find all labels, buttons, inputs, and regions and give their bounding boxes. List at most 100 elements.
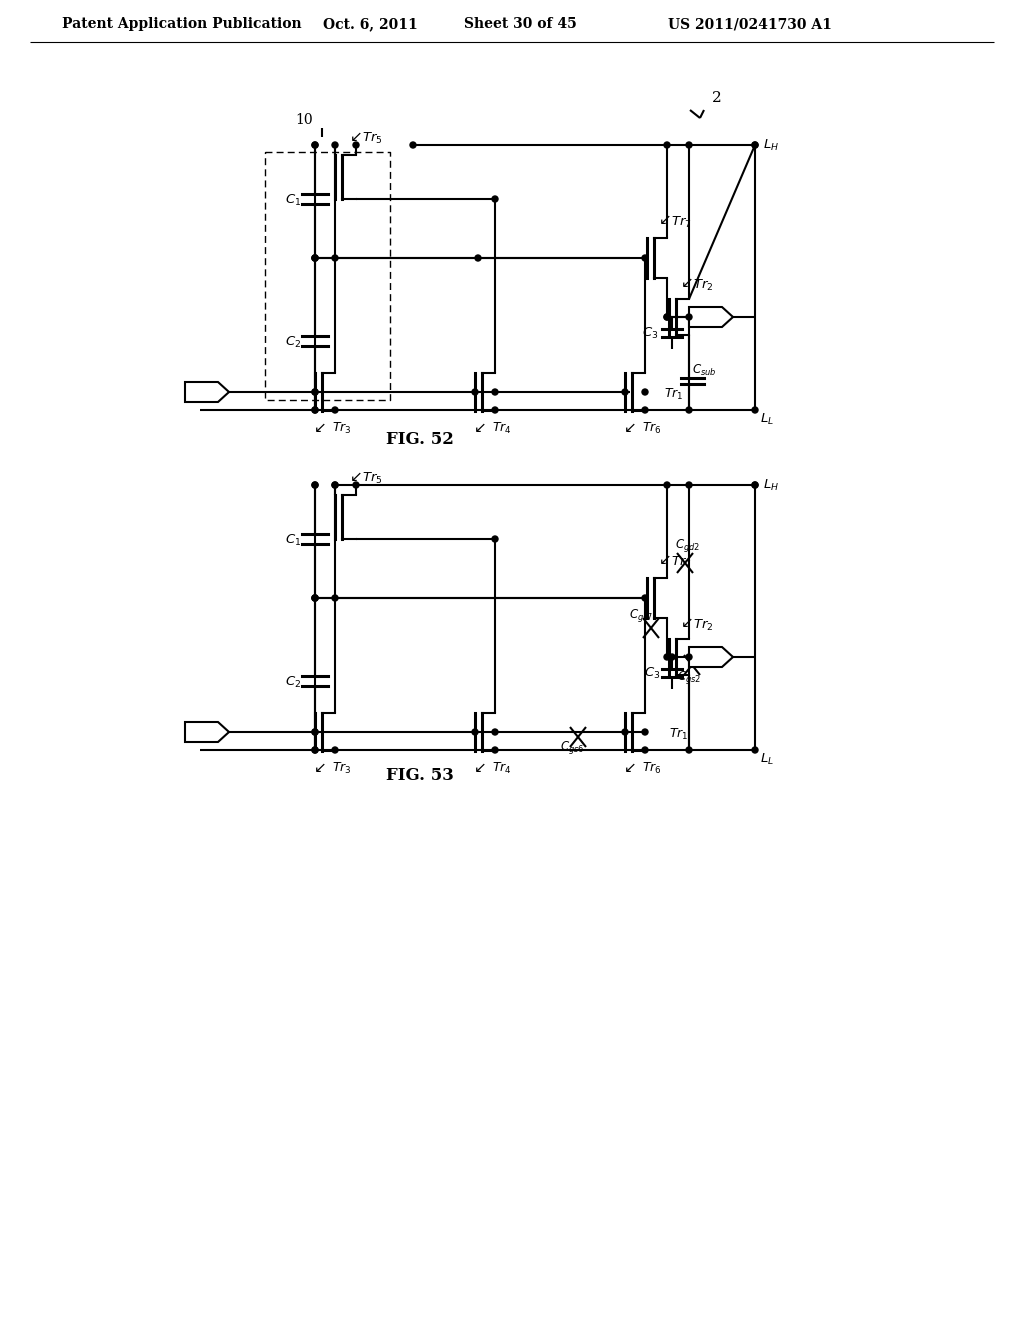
Text: $Tr_3$: $Tr_3$ xyxy=(332,762,351,776)
Circle shape xyxy=(642,747,648,752)
Text: $C_{gs2}$: $C_{gs2}$ xyxy=(677,668,701,685)
Circle shape xyxy=(472,389,478,395)
Text: ↙: ↙ xyxy=(659,213,672,227)
Text: $Tr_2$: $Tr_2$ xyxy=(693,279,714,293)
Text: $Tr_1$: $Tr_1$ xyxy=(669,726,688,742)
Text: $L_H$: $L_H$ xyxy=(763,137,779,153)
Circle shape xyxy=(622,389,628,395)
Circle shape xyxy=(664,314,670,319)
Circle shape xyxy=(312,407,318,413)
Circle shape xyxy=(492,536,498,543)
Circle shape xyxy=(472,729,478,735)
Circle shape xyxy=(664,653,670,660)
Text: $C_{gd2}$: $C_{gd2}$ xyxy=(675,537,700,554)
Text: $L_H$: $L_H$ xyxy=(763,478,779,492)
Circle shape xyxy=(752,407,758,413)
Circle shape xyxy=(312,255,318,261)
Text: US 2011/0241730 A1: US 2011/0241730 A1 xyxy=(668,17,831,30)
Text: $Tr_4$: $Tr_4$ xyxy=(492,762,512,776)
Circle shape xyxy=(312,595,318,601)
Circle shape xyxy=(622,729,628,735)
Text: $C_1$: $C_1$ xyxy=(285,193,301,207)
Text: $Tr_2$: $Tr_2$ xyxy=(693,618,714,634)
Text: $C_2$: $C_2$ xyxy=(285,334,301,350)
Text: Patent Application Publication: Patent Application Publication xyxy=(62,17,302,30)
Text: IN: IN xyxy=(198,726,212,738)
Circle shape xyxy=(332,407,338,413)
Circle shape xyxy=(332,747,338,752)
Circle shape xyxy=(312,143,318,148)
Text: IN: IN xyxy=(198,385,212,399)
Circle shape xyxy=(332,595,338,601)
Polygon shape xyxy=(185,381,229,403)
Circle shape xyxy=(312,482,318,488)
Circle shape xyxy=(410,143,416,148)
Text: FIG. 52: FIG. 52 xyxy=(386,432,454,449)
Circle shape xyxy=(752,482,758,488)
Circle shape xyxy=(353,482,359,488)
Text: ↙: ↙ xyxy=(624,760,636,775)
Text: ↙: ↙ xyxy=(313,420,327,436)
Text: ↙: ↙ xyxy=(474,420,486,436)
Text: 2: 2 xyxy=(712,91,722,106)
Text: $C_{gs6}$: $C_{gs6}$ xyxy=(560,738,585,755)
Text: 10: 10 xyxy=(295,114,312,127)
Circle shape xyxy=(312,595,318,601)
Circle shape xyxy=(752,482,758,488)
Circle shape xyxy=(312,747,318,752)
Circle shape xyxy=(312,407,318,413)
Circle shape xyxy=(332,482,338,488)
Circle shape xyxy=(686,653,692,660)
Text: ↙: ↙ xyxy=(659,552,672,568)
Polygon shape xyxy=(689,308,733,327)
Circle shape xyxy=(312,143,318,148)
Circle shape xyxy=(642,407,648,413)
Circle shape xyxy=(752,143,758,148)
Circle shape xyxy=(312,729,318,735)
Text: $L_L$: $L_L$ xyxy=(760,412,774,426)
Circle shape xyxy=(686,143,692,148)
Text: $L_L$: $L_L$ xyxy=(760,751,774,767)
Circle shape xyxy=(332,143,338,148)
Text: $C_{gs7}$: $C_{gs7}$ xyxy=(629,607,653,624)
Circle shape xyxy=(752,143,758,148)
Circle shape xyxy=(312,255,318,261)
Circle shape xyxy=(664,482,670,488)
Text: $Tr_7$: $Tr_7$ xyxy=(671,554,691,570)
Circle shape xyxy=(312,595,318,601)
Circle shape xyxy=(312,389,318,395)
Text: ↙: ↙ xyxy=(624,420,636,436)
Circle shape xyxy=(642,729,648,735)
Text: Oct. 6, 2011: Oct. 6, 2011 xyxy=(323,17,418,30)
Text: $Tr_6$: $Tr_6$ xyxy=(642,421,662,436)
Circle shape xyxy=(492,407,498,413)
Circle shape xyxy=(686,314,692,319)
Circle shape xyxy=(686,407,692,413)
Text: $Tr_4$: $Tr_4$ xyxy=(492,421,512,436)
Text: $C_{sub}$: $C_{sub}$ xyxy=(692,363,717,378)
Circle shape xyxy=(686,482,692,488)
Text: $C_1$: $C_1$ xyxy=(285,532,301,548)
Circle shape xyxy=(492,747,498,752)
Circle shape xyxy=(353,143,359,148)
Circle shape xyxy=(686,747,692,752)
Circle shape xyxy=(492,195,498,202)
Text: OUT: OUT xyxy=(692,651,720,664)
Circle shape xyxy=(475,255,481,261)
Text: $Tr_7$: $Tr_7$ xyxy=(671,215,691,230)
Text: FIG. 53: FIG. 53 xyxy=(386,767,454,784)
Text: $Tr_1$: $Tr_1$ xyxy=(664,387,683,401)
Circle shape xyxy=(642,389,648,395)
Circle shape xyxy=(492,389,498,395)
Text: $Tr_5$: $Tr_5$ xyxy=(362,471,383,486)
Text: $C_2$: $C_2$ xyxy=(285,675,301,689)
Polygon shape xyxy=(185,722,229,742)
Circle shape xyxy=(312,747,318,752)
Circle shape xyxy=(332,482,338,488)
Text: ↙: ↙ xyxy=(474,760,486,775)
Text: $Tr_3$: $Tr_3$ xyxy=(332,421,351,436)
Text: ↙: ↙ xyxy=(681,275,693,290)
Circle shape xyxy=(332,255,338,261)
Polygon shape xyxy=(689,647,733,667)
Text: Sheet 30 of 45: Sheet 30 of 45 xyxy=(464,17,577,30)
